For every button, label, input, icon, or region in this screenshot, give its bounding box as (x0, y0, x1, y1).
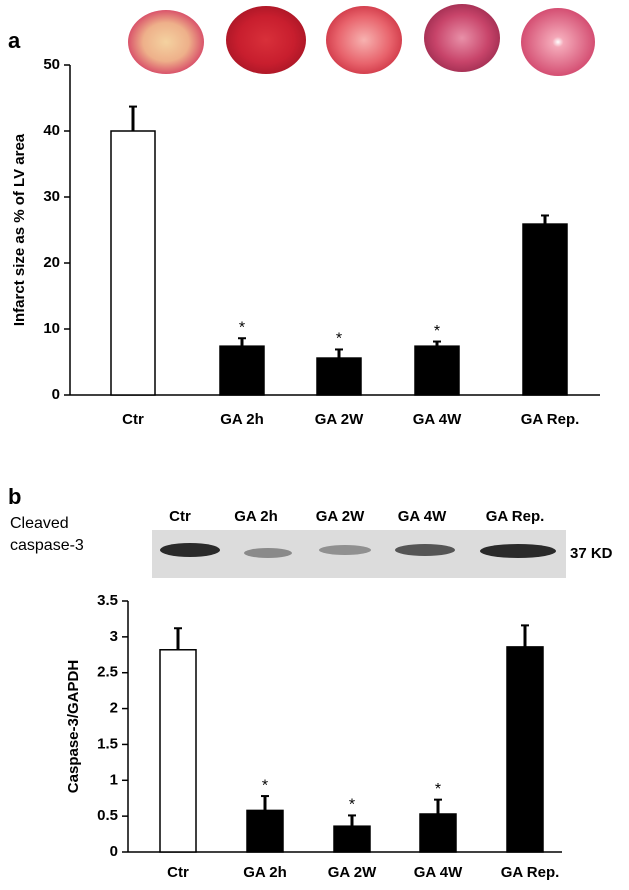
blot-label: Cleaved (10, 515, 69, 532)
heart-image (128, 10, 204, 74)
x-tick-label: Ctr (122, 411, 144, 428)
heart-image (424, 4, 500, 72)
lane-label: GA 4W (398, 508, 447, 525)
heart-image (326, 6, 402, 74)
heart-image (521, 8, 595, 76)
significance-mark: * (435, 781, 441, 798)
bar (316, 357, 362, 396)
y-tick-label: 0.5 (97, 807, 118, 824)
significance-mark: * (349, 797, 355, 814)
significance-mark: * (434, 323, 440, 340)
panel-label: a (8, 28, 21, 53)
x-tick-label: GA Rep. (501, 864, 560, 881)
bar (419, 813, 457, 853)
x-tick-label: GA 2W (328, 864, 377, 881)
lane-label: GA 2W (316, 508, 365, 525)
significance-mark: * (262, 777, 268, 794)
y-tick-label: 3 (110, 628, 118, 645)
bar (506, 646, 544, 853)
heart-image (226, 6, 306, 74)
bar (522, 223, 568, 396)
x-tick-label: GA 4W (413, 411, 462, 428)
y-tick-label: 50 (43, 56, 60, 73)
lane-label: GA Rep. (486, 508, 545, 525)
significance-mark: * (239, 319, 245, 336)
lane-label: Ctr (169, 508, 191, 525)
blot-band (480, 544, 556, 558)
bar (110, 130, 156, 396)
x-tick-label: Ctr (167, 864, 189, 881)
bar (159, 649, 197, 853)
blot-band (395, 544, 455, 556)
bar (246, 809, 284, 853)
y-tick-label: 3.5 (97, 592, 118, 609)
blot-band (160, 543, 220, 557)
x-tick-label: GA 2h (243, 864, 287, 881)
bar (333, 825, 371, 853)
blot-band (244, 548, 292, 558)
x-tick-label: GA 2h (220, 411, 264, 428)
bar (414, 345, 460, 396)
blot-size: 37 KD (570, 545, 613, 562)
x-tick-label: GA Rep. (521, 411, 580, 428)
y-tick-label: 10 (43, 320, 60, 337)
x-tick-label: GA 2W (315, 411, 364, 428)
heart-images (128, 4, 595, 76)
y-tick-label: 2 (110, 700, 118, 717)
y-tick-label: 2.5 (97, 664, 118, 681)
y-tick-label: 40 (43, 122, 60, 139)
panel-label: b (8, 484, 21, 509)
blot-band (319, 545, 371, 555)
y-tick-label: 1.5 (97, 735, 118, 752)
y-axis-label: Infarct size as % of LV area (11, 133, 28, 326)
x-tick-label: GA 4W (414, 864, 463, 881)
significance-mark: * (336, 331, 342, 348)
bar (219, 345, 265, 396)
blot-image (152, 530, 566, 578)
y-axis-label: Caspase-3/GAPDH (65, 660, 82, 793)
blot-label: caspase-3 (10, 537, 84, 554)
lane-label: GA 2h (234, 508, 278, 525)
y-tick-label: 0 (52, 386, 60, 403)
y-tick-label: 1 (110, 771, 118, 788)
y-tick-label: 30 (43, 188, 60, 205)
y-tick-label: 0 (110, 843, 118, 860)
y-tick-label: 20 (43, 254, 60, 271)
